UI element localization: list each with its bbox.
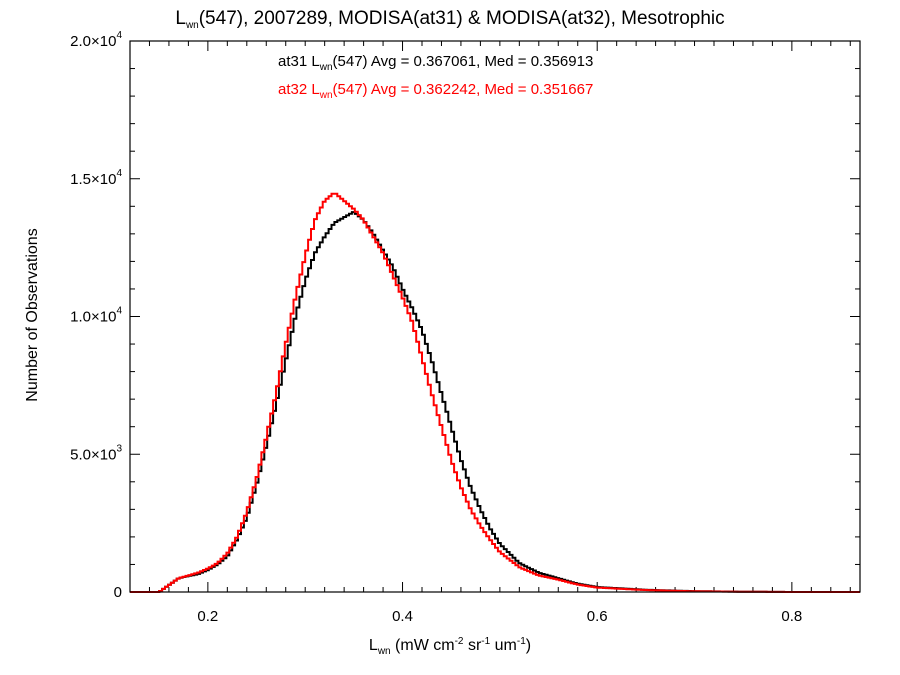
x-axis-label: Lwn (mW cm-2 sr-1 um-1) — [368, 636, 532, 657]
x-tick-label: 0.8 — [781, 608, 802, 625]
y-tick-label: 1.0×104 — [70, 306, 122, 326]
x-tick-label: 0.4 — [392, 608, 413, 625]
legend-entry-at32: at32 Lwn(547) Avg = 0.362242, Med = 0.35… — [278, 81, 594, 101]
legend-entry-at31: at31 Lwn(547) Avg = 0.367061, Med = 0.35… — [278, 53, 594, 73]
series-lines — [130, 192, 860, 593]
series-line-at31 — [130, 211, 860, 593]
y-tick-label: 0 — [114, 584, 122, 601]
y-tick-label: 1.5×104 — [70, 168, 122, 188]
x-tick-label: 0.2 — [197, 608, 218, 625]
y-tick-label: 2.0×104 — [70, 30, 122, 50]
plot-frame — [129, 40, 861, 593]
x-tick-label: 0.6 — [587, 608, 608, 625]
tick-labels: 0.2 0.4 0.6 0.8 0 5.0×103 1.0×104 1.5×104 2.0×10… — [70, 30, 802, 625]
series-line-at32 — [130, 192, 860, 593]
chart-title: Lwn(547), 2007289, MODISA(at31) & MODISA… — [175, 8, 725, 31]
y-tick-label: 5.0×103 — [70, 443, 122, 463]
axis-ticks — [130, 40, 860, 593]
y-axis-label: Number of Observations — [24, 228, 41, 402]
